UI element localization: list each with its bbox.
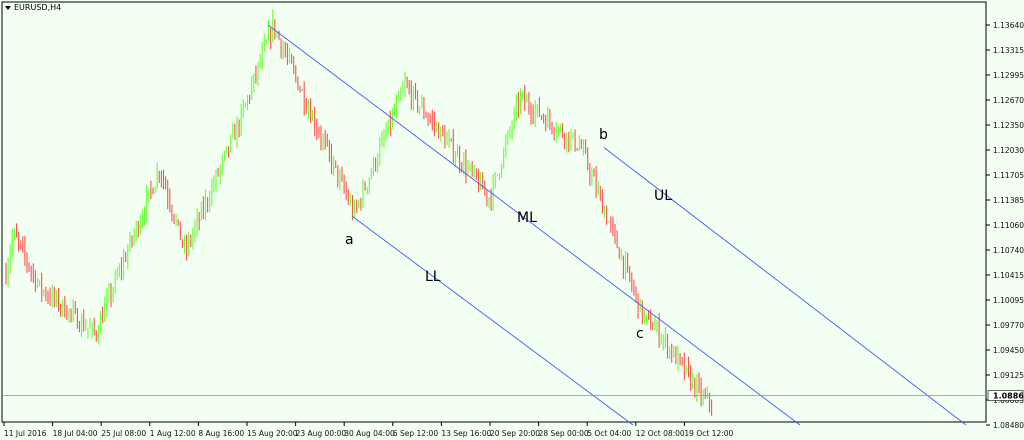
x-tick-label: 18 Jul 04:00 bbox=[53, 429, 98, 438]
x-tick-label: 19 Oct 12:00 bbox=[684, 429, 733, 438]
x-tick-label: 11 Jul 2016 bbox=[4, 429, 47, 438]
y-tick-label: 1.12350 bbox=[993, 121, 1024, 130]
y-tick-label: 1.10415 bbox=[993, 271, 1024, 280]
channel-label-ml: ML bbox=[517, 210, 537, 226]
point-label-b: b bbox=[599, 127, 608, 143]
y-tick-label: 1.12030 bbox=[993, 146, 1024, 155]
point-label-c: c bbox=[636, 326, 644, 342]
x-tick-label: 12 Oct 08:00 bbox=[636, 429, 685, 438]
y-tick-label: 1.11060 bbox=[993, 221, 1024, 230]
y-tick-label: 1.13315 bbox=[993, 46, 1024, 55]
x-tick-label: 13 Sep 16:00 bbox=[441, 429, 491, 438]
andrews-pitchfork bbox=[267, 24, 967, 426]
point-label-a: a bbox=[345, 232, 354, 248]
y-tick-label: 1.10740 bbox=[993, 246, 1024, 255]
wave-labels: a b c UL ML LL bbox=[345, 127, 672, 342]
plot-frame bbox=[1, 1, 987, 423]
time-axis: 11 Jul 2016 18 Jul 04:00 25 Jul 08:00 1 Aug… bbox=[3, 422, 734, 438]
x-tick-label: 5 Oct 04:00 bbox=[587, 429, 631, 438]
y-tick-label: 1.08480 bbox=[993, 421, 1024, 430]
y-tick-label: 1.10095 bbox=[993, 296, 1024, 305]
y-tick-label: 1.09450 bbox=[993, 346, 1024, 355]
price-axis: 1.13640 1.13315 1.12995 1.12670 1.12350 1.120… bbox=[2, 21, 1024, 430]
median-line[interactable] bbox=[267, 24, 801, 426]
dropdown-triangle-icon[interactable] bbox=[5, 6, 11, 10]
lower-line[interactable] bbox=[351, 215, 634, 426]
y-tick-label: 1.11385 bbox=[993, 196, 1024, 205]
x-tick-label: 23 Aug 00:00 bbox=[296, 429, 347, 438]
x-tick-label: 1 Aug 12:00 bbox=[150, 429, 196, 438]
y-tick-label: 1.13640 bbox=[993, 21, 1024, 30]
upper-line[interactable] bbox=[603, 147, 967, 426]
x-tick-label: 20 Sep 20:00 bbox=[490, 429, 540, 438]
current-price-tag bbox=[987, 390, 1024, 401]
symbol-title: EURUSD,H4 bbox=[14, 3, 61, 12]
x-tick-label: 28 Sep 00:00 bbox=[539, 429, 589, 438]
channel-label-ul: UL bbox=[654, 188, 672, 204]
channel-label-ll: LL bbox=[425, 269, 441, 285]
candles bbox=[5, 9, 713, 416]
x-tick-label: 8 Aug 16:00 bbox=[198, 429, 244, 438]
y-tick-label: 1.11705 bbox=[993, 171, 1024, 180]
y-tick-label: 1.12995 bbox=[993, 71, 1024, 80]
x-tick-label: 30 Aug 04:00 bbox=[344, 429, 395, 438]
x-tick-label: 15 Aug 20:00 bbox=[247, 429, 298, 438]
y-tick-label: 1.09125 bbox=[993, 371, 1024, 380]
x-tick-label: 6 Sep 12:00 bbox=[393, 429, 439, 438]
chart-title: EURUSD,H4 bbox=[5, 3, 61, 12]
y-tick-label: 1.09770 bbox=[993, 321, 1024, 330]
y-tick-label: 1.12670 bbox=[993, 96, 1024, 105]
x-tick-label: 25 Jul 08:00 bbox=[101, 429, 146, 438]
